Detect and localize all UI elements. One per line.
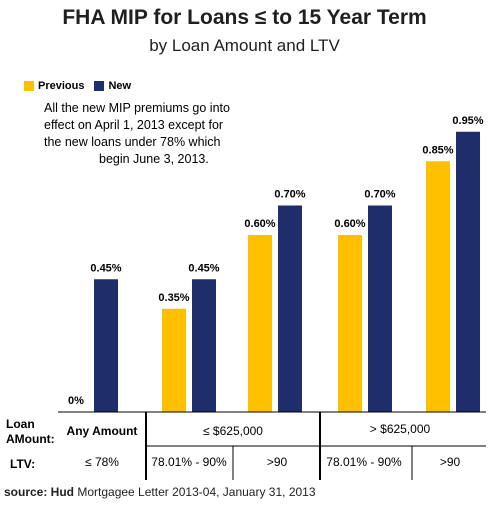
category-label-2: >90 (267, 455, 288, 469)
category-label-1: 78.01% - 90% (151, 455, 227, 469)
bar-previous-1 (162, 308, 186, 412)
data-label-previous-2: 0.60% (244, 218, 275, 230)
legend-item-previous: Previous (24, 80, 84, 92)
category-label-0: ≤ 78% (85, 455, 119, 469)
group-label-0: Any Amount (67, 424, 138, 438)
chart-title: FHA MIP for Loans ≤ to 15 Year Term (62, 6, 427, 29)
legend-swatch-previous (24, 81, 34, 91)
note-line: begin June 3, 2013. (99, 152, 209, 166)
data-label-previous-3: 0.60% (334, 218, 365, 230)
bar-previous-3 (338, 235, 362, 412)
data-label-previous-1: 0.35% (158, 292, 189, 304)
bar-previous-2 (248, 235, 272, 412)
row-label-amount: AMount: (6, 432, 55, 446)
category-label-3: 78.01% - 90% (326, 455, 402, 469)
data-label-new-1: 0.45% (188, 262, 219, 274)
bar-new-4 (456, 131, 480, 412)
bar-new-3 (368, 205, 392, 412)
bar-new-0 (94, 279, 118, 412)
source-note: source: Hud Mortgagee Letter 2013-04, Ja… (4, 485, 316, 499)
bar-new-2 (278, 205, 302, 412)
source-label: source: Hud (4, 485, 75, 499)
chart-subtitle: by Loan Amount and LTV (149, 36, 340, 55)
row-label-loan: Loan (6, 417, 35, 431)
note-line: effect on April 1, 2013 except for (44, 118, 224, 132)
legend-label-previous: Previous (38, 80, 85, 92)
data-label-new-0: 0.45% (90, 262, 121, 274)
bar-new-1 (192, 279, 216, 412)
data-label-new-4: 0.95% (452, 115, 483, 127)
legend-label-new: New (108, 80, 132, 92)
row-label-ltv: LTV: (10, 457, 35, 471)
legend: Previous New (24, 80, 141, 92)
group-label-1: ≤ $625,000 (203, 424, 263, 438)
data-label-previous-0: 0% (68, 395, 84, 407)
category-label-4: >90 (440, 455, 461, 469)
note-line: the new loans under 78% which (44, 135, 221, 149)
data-label-previous-4: 0.85% (422, 144, 453, 156)
note-line: All the new MIP premiums go into (44, 101, 230, 115)
legend-swatch-new (94, 81, 105, 91)
source-text: Mortgagee Letter 2013-04, January 31, 20… (74, 485, 316, 499)
effective-date-note: All the new MIP premiums go into effect … (44, 100, 284, 168)
bar-previous-4 (426, 161, 450, 412)
group-label-2: > $625,000 (370, 422, 431, 436)
data-label-new-2: 0.70% (274, 189, 305, 201)
legend-item-new: New (94, 80, 131, 92)
data-label-new-3: 0.70% (364, 189, 395, 201)
